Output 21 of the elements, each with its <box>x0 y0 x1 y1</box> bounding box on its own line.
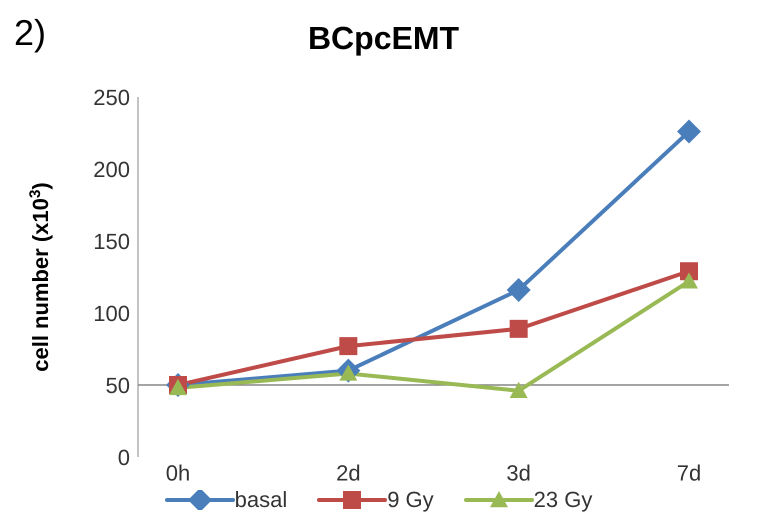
x-tick-label: 0h <box>166 460 190 486</box>
legend-label: 9 Gy <box>387 487 434 513</box>
x-tick-label: 2d <box>336 460 361 486</box>
x-tick-label: 3d <box>506 460 531 486</box>
point <box>339 337 358 356</box>
point <box>510 382 528 398</box>
text: 2) <box>14 12 46 54</box>
legend-label: 23 Gy <box>534 487 592 513</box>
y-tick-label: 150 <box>93 228 130 254</box>
y-tick-label: 250 <box>93 84 130 110</box>
point <box>506 278 531 302</box>
legend-label: basal <box>234 487 288 513</box>
x-tick-label: 7d <box>676 460 702 486</box>
y-tick-label: 0 <box>118 444 130 470</box>
y-tick-label: 200 <box>93 156 130 182</box>
chart-title: BCpcEMT <box>308 20 460 56</box>
point <box>677 120 701 144</box>
point <box>680 272 698 289</box>
point <box>510 320 528 338</box>
y-tick-label: 50 <box>106 372 130 398</box>
y-tick-label: 100 <box>93 300 130 326</box>
